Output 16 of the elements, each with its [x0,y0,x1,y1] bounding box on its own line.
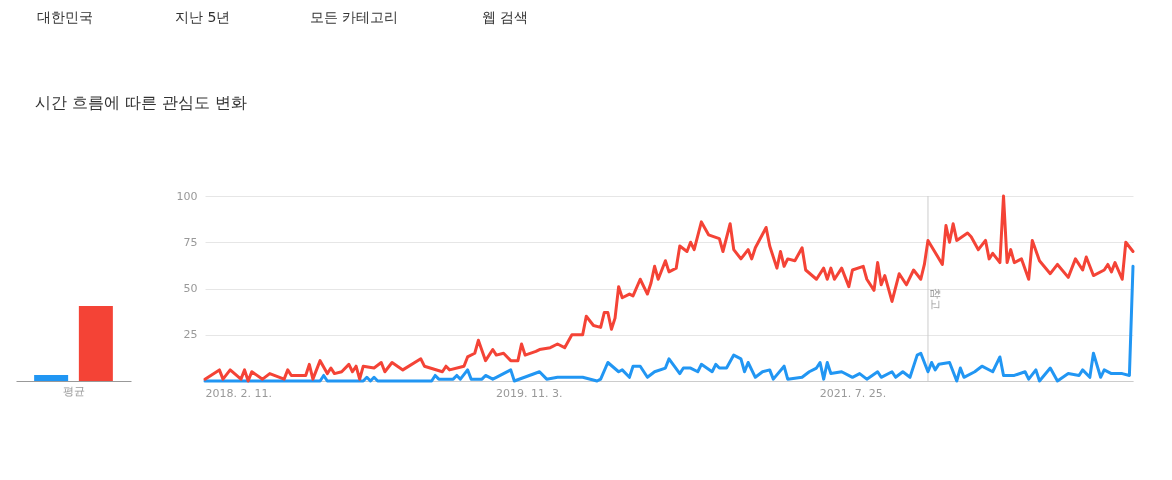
text: 지난 5년 [175,9,231,25]
x-tick-label: 2018. 2. 11. [205,386,272,400]
y-tick-label: 25 [183,328,198,342]
y-tick-label: 100 [176,189,198,203]
x-tick-label: 2019. 11. 3. [495,386,563,400]
line-series [203,264,1135,383]
x-tick-label: 평균 [62,384,85,398]
y-tick-label: 50 [183,282,198,295]
line-series [203,194,1135,383]
chart-title: 시간 흐름에 따른 관심도 변화 [35,93,248,112]
text: 대한민국 [37,9,93,25]
text: 웹 검색 [482,9,529,25]
y-tick-label: 75 [183,235,198,249]
text: 모든 카테고리 [310,9,399,25]
ref-line-label: 참고 [928,288,942,310]
x-tick-label: 2021. 7. 25. [819,386,887,400]
